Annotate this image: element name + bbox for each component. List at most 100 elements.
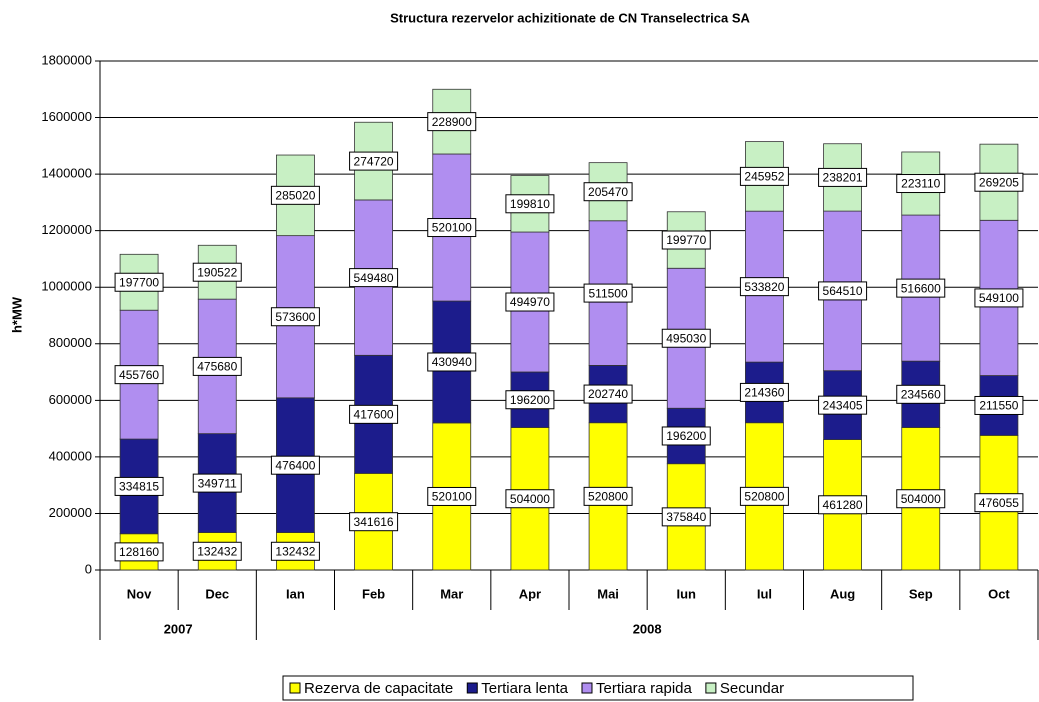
group-label: 2008: [633, 621, 662, 636]
data-label: 520800: [588, 490, 628, 504]
data-label-box: [192, 262, 242, 282]
data-label-box: [583, 384, 633, 404]
x-tick-label: Mai: [597, 586, 619, 601]
data-label: 132432: [275, 544, 315, 558]
data-label: 196200: [510, 393, 550, 407]
data-label-box: [192, 473, 242, 493]
x-tick-label: Feb: [362, 586, 385, 601]
data-label-box: [270, 455, 320, 475]
data-label: 564510: [823, 284, 863, 298]
y-tick-label: 0: [85, 561, 92, 576]
data-label-box: [349, 404, 399, 424]
data-label-box: [349, 512, 399, 532]
data-label-box: [818, 495, 868, 515]
x-tick-label: Oct: [988, 586, 1010, 601]
data-label: 549480: [354, 271, 394, 285]
x-tick-label: Dec: [205, 586, 229, 601]
data-label: 511500: [589, 286, 628, 300]
y-tick-label: 800000: [49, 335, 92, 350]
data-label: 199770: [666, 233, 706, 247]
data-label: 223110: [901, 177, 940, 191]
data-label-box: [661, 507, 711, 527]
data-label: 234560: [901, 387, 941, 401]
data-label: 341616: [354, 515, 394, 529]
y-tick-label: 1800000: [41, 52, 92, 67]
legend-swatch: [581, 682, 593, 694]
legend-swatch: [705, 682, 717, 694]
data-label: 197700: [119, 275, 159, 289]
data-label: 504000: [901, 492, 941, 506]
data-label-box: [349, 151, 399, 171]
data-label: 285020: [275, 189, 315, 203]
data-label: 533820: [744, 280, 784, 294]
data-label-box: [114, 272, 164, 292]
legend-swatch: [466, 682, 478, 694]
data-label-box: [739, 166, 789, 186]
y-tick-label: 1600000: [41, 109, 92, 124]
data-label-box: [896, 174, 946, 194]
data-label-box: [114, 542, 164, 562]
data-label: 520800: [744, 490, 784, 504]
data-label: 243405: [823, 398, 863, 412]
data-label-box: [505, 390, 555, 410]
data-label-box: [739, 486, 789, 506]
data-label-box: [818, 167, 868, 187]
data-label: 190522: [197, 265, 237, 279]
data-label-box: [818, 395, 868, 415]
data-label-box: [505, 489, 555, 509]
data-label: 228900: [432, 115, 472, 129]
data-label: 202740: [588, 387, 628, 401]
data-label: 211550: [979, 399, 1018, 413]
y-tick-label: 600000: [49, 392, 92, 407]
data-label-box: [427, 486, 477, 506]
data-label: 205470: [588, 185, 628, 199]
legend-label: Tertiara lenta: [481, 680, 568, 697]
x-tick-label: Mar: [440, 586, 463, 601]
x-tick-label: Nov: [127, 586, 152, 601]
data-label: 274720: [354, 154, 394, 168]
data-label-box: [114, 365, 164, 385]
legend-label: Rezerva de capacitate: [304, 680, 453, 697]
data-label-box: [427, 352, 477, 372]
data-label: 476400: [275, 458, 315, 472]
data-label-box: [270, 185, 320, 205]
data-label: 269205: [979, 175, 1019, 189]
data-label-box: [583, 283, 633, 303]
data-label: 476055: [979, 496, 1019, 510]
data-label: 430940: [432, 355, 472, 369]
data-label-box: [974, 172, 1024, 192]
data-label-box: [583, 182, 633, 202]
data-label-box: [739, 382, 789, 402]
x-tick-label: Iun: [677, 586, 697, 601]
data-label: 495030: [666, 331, 706, 345]
data-label: 475680: [197, 360, 237, 374]
data-label: 375840: [666, 510, 706, 524]
data-label: 238201: [823, 171, 863, 185]
data-label-box: [661, 426, 711, 446]
data-label-box: [974, 493, 1024, 513]
data-label: 455760: [119, 368, 159, 382]
y-tick-label: 1400000: [41, 166, 92, 181]
y-tick-label: 400000: [49, 448, 92, 463]
data-label: 417600: [354, 408, 394, 422]
x-tick-label: Aug: [830, 586, 855, 601]
x-tick-label: Iul: [757, 586, 772, 601]
data-label: 245952: [744, 170, 784, 184]
data-label-box: [427, 218, 477, 238]
data-label: 516600: [901, 281, 941, 295]
data-label: 549100: [979, 291, 1019, 305]
data-label-box: [896, 278, 946, 298]
data-label: 128160: [119, 545, 159, 559]
data-label-box: [896, 489, 946, 509]
data-label-box: [661, 230, 711, 250]
data-label: 334815: [119, 480, 159, 494]
x-tick-label: Ian: [286, 586, 305, 601]
data-label-box: [896, 384, 946, 404]
data-label-box: [114, 476, 164, 496]
data-label-box: [505, 194, 555, 214]
data-label: 573600: [275, 310, 315, 324]
y-tick-label: 200000: [49, 505, 92, 520]
data-label: 461280: [823, 498, 863, 512]
data-label: 520100: [432, 490, 472, 504]
